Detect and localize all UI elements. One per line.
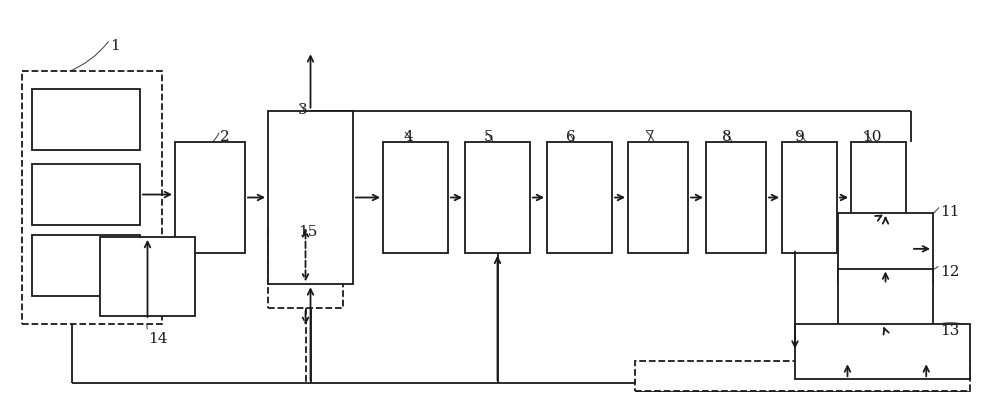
Bar [22,71,162,324]
Text: 3: 3 [298,103,308,117]
Bar [100,237,195,316]
Text: 4: 4 [403,130,413,144]
Bar [32,235,140,296]
Bar [175,142,245,253]
Text: 11: 11 [940,205,960,219]
Bar [268,229,343,308]
Text: 12: 12 [940,265,960,278]
Bar [706,142,766,253]
Bar [838,269,933,332]
Bar [782,142,837,253]
Text: 5: 5 [484,130,494,144]
Bar [32,89,140,150]
Text: 6: 6 [566,130,576,144]
Text: 13: 13 [940,324,959,338]
Text: 9: 9 [795,130,805,144]
Text: 10: 10 [862,130,882,144]
Bar [547,142,612,253]
Bar [635,361,970,391]
Text: 15: 15 [298,225,317,239]
Text: 1: 1 [110,40,120,53]
Text: 8: 8 [722,130,732,144]
Bar [383,142,448,253]
Text: 2: 2 [220,130,230,144]
Bar [32,164,140,225]
Bar [628,142,688,253]
Bar [851,142,906,253]
Bar [268,111,353,284]
Bar [795,324,970,379]
Bar [838,213,933,284]
Text: 7: 7 [645,130,655,144]
Bar [465,142,530,253]
Text: 14: 14 [148,332,168,346]
